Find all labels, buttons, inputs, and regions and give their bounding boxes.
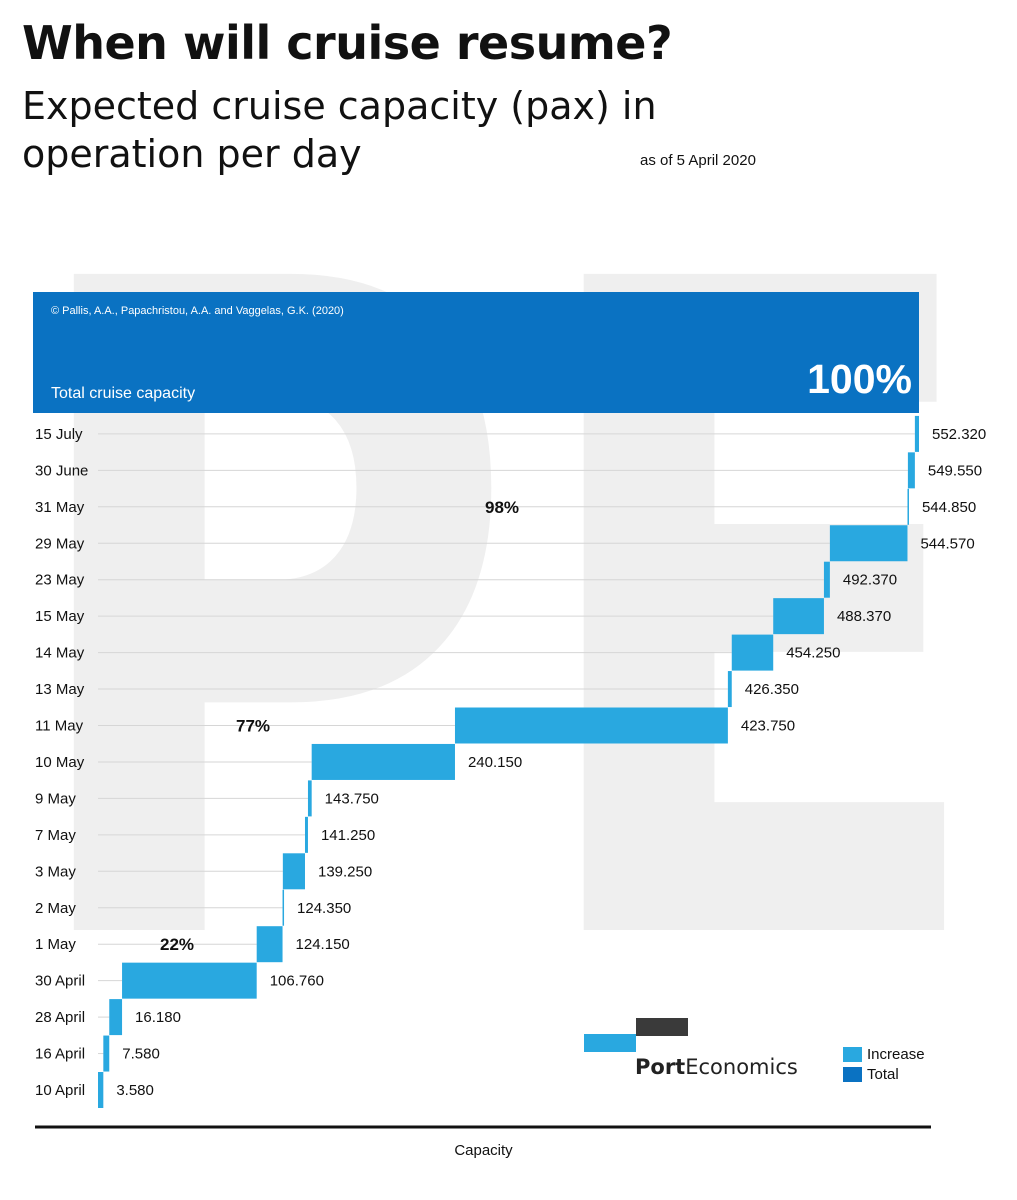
increase-bar (103, 1035, 110, 1072)
category-label: 1 May (35, 936, 76, 953)
percent-annotation: 22% (160, 935, 194, 954)
value-label: 139.250 (318, 863, 372, 880)
total-percent-label: 100% (807, 356, 912, 402)
value-label: 426.350 (745, 681, 799, 698)
increase-bar (256, 926, 283, 963)
total-bar-label: Total cruise capacity (51, 385, 195, 402)
legend-swatch-total (843, 1066, 862, 1082)
category-label: 14 May (35, 645, 85, 662)
category-label: 2 May (35, 900, 76, 917)
increase-bar (122, 962, 257, 999)
increase-bar (282, 853, 305, 890)
increase-bar (109, 999, 123, 1036)
value-label: 124.350 (297, 900, 351, 917)
increase-bar (773, 598, 824, 635)
value-label: 124.150 (296, 936, 350, 953)
value-label: 552.320 (932, 426, 986, 443)
increase-bar (307, 780, 312, 817)
category-label: 29 May (35, 535, 85, 552)
increase-bar (829, 525, 908, 562)
increase-bar (304, 816, 308, 853)
chart-title: When will cruise resume? (22, 16, 673, 70)
category-label: 10 May (35, 754, 85, 771)
category-label: 11 May (35, 718, 84, 735)
logo-block-blue (584, 1034, 636, 1052)
category-label: 9 May (35, 790, 76, 807)
category-label: 23 May (35, 572, 85, 589)
port-economics-logo: PortEconomics (635, 1055, 798, 1079)
category-label: 13 May (35, 681, 85, 698)
value-label: 488.370 (837, 608, 891, 625)
value-label: 544.570 (920, 535, 974, 552)
category-label: 31 May (35, 499, 85, 516)
value-label: 454.250 (786, 645, 840, 662)
credit-text: © Pallis, A.A., Papachristou, A.A. and V… (51, 305, 344, 317)
value-label: 16.180 (135, 1009, 181, 1026)
value-label: 423.750 (741, 718, 795, 735)
value-label: 492.370 (843, 572, 897, 589)
value-label: 106.760 (270, 973, 324, 990)
increase-bar (907, 452, 915, 489)
legend-label-increase: Increase (867, 1045, 925, 1063)
category-label: 15 July (35, 426, 83, 443)
legend-item-total: Total (843, 1064, 925, 1084)
as-of-date: as of 5 April 2020 (640, 152, 756, 169)
value-label: 7.580 (122, 1046, 160, 1063)
increase-bar (731, 634, 774, 671)
value-label: 240.150 (468, 754, 522, 771)
category-label: 7 May (35, 827, 76, 844)
value-label: 143.750 (325, 790, 379, 807)
increase-bar (98, 1072, 104, 1108)
logo-text-bold: Port (635, 1055, 686, 1079)
percent-annotation: 98% (485, 498, 519, 517)
category-label: 30 April (35, 973, 85, 990)
legend-label-total: Total (867, 1065, 899, 1083)
logo-text-regular: Economics (685, 1055, 798, 1079)
logo-block-dark (636, 1018, 688, 1036)
value-label: 3.580 (116, 1082, 154, 1099)
category-label: 16 April (35, 1046, 85, 1063)
chart-subtitle: Expected cruise capacity (pax) in operat… (22, 84, 657, 176)
increase-bar (914, 415, 919, 452)
legend: Increase Total (843, 1044, 925, 1084)
increase-bar (311, 743, 455, 780)
category-label: 10 April (35, 1082, 85, 1099)
legend-swatch-increase (843, 1046, 862, 1062)
category-label: 30 June (35, 462, 88, 479)
percent-annotation: 77% (236, 717, 270, 736)
value-label: 549.550 (928, 462, 982, 479)
increase-bar (823, 561, 830, 598)
increase-bar (727, 671, 732, 708)
increase-bar (907, 488, 909, 525)
value-label: 141.250 (321, 827, 375, 844)
category-label: 3 May (35, 863, 76, 880)
increase-bar (282, 889, 285, 926)
increase-bar (454, 707, 728, 744)
value-label: 544.850 (922, 499, 976, 516)
category-label: 28 April (35, 1009, 85, 1026)
category-label: 15 May (35, 608, 85, 625)
x-axis-label: Capacity (454, 1142, 513, 1159)
legend-item-increase: Increase (843, 1044, 925, 1064)
total-bar (33, 292, 919, 413)
